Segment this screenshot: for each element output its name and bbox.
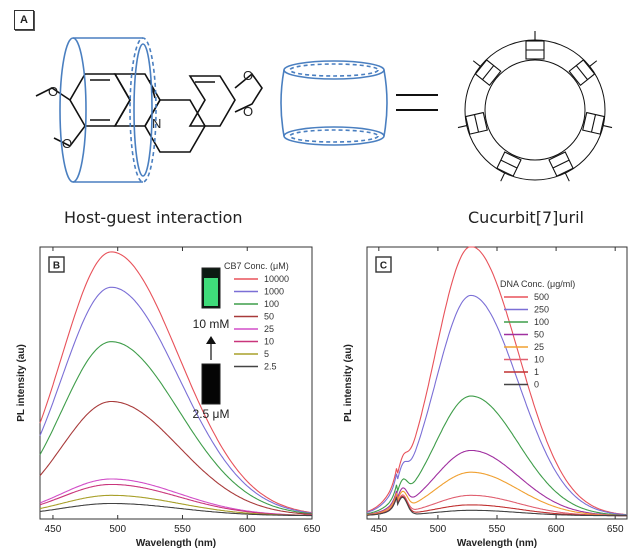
legend-entry: 10 bbox=[264, 337, 274, 347]
series-line-50 bbox=[39, 400, 313, 515]
panel-a-structures: O O N O O bbox=[35, 31, 613, 183]
series-line-100 bbox=[366, 395, 627, 516]
vial-glow bbox=[204, 278, 218, 306]
legend-entry: 50 bbox=[264, 312, 274, 322]
series-line-100 bbox=[39, 341, 313, 515]
series-line-25 bbox=[366, 471, 627, 517]
x-tick-label: 500 bbox=[430, 524, 447, 535]
glycoluril-unit bbox=[525, 31, 545, 60]
x-tick-label: 650 bbox=[607, 524, 624, 535]
glycoluril-unit bbox=[548, 151, 574, 182]
x-tick-label: 550 bbox=[489, 524, 506, 535]
series-line-0 bbox=[367, 496, 627, 517]
x-tick-label: 550 bbox=[174, 524, 191, 535]
legend-entry: 0 bbox=[534, 380, 539, 390]
y-axis-title: PL intensity (au) bbox=[16, 344, 27, 422]
y-axis-title: PL intensity (au) bbox=[343, 344, 354, 422]
guest-molecule bbox=[35, 72, 263, 153]
glycoluril-unit bbox=[582, 111, 613, 135]
barrel-icon bbox=[280, 60, 388, 146]
legend-entry: 1000 bbox=[264, 287, 284, 297]
guest-ring-4 bbox=[188, 75, 236, 127]
guest-o-atom-2: O bbox=[62, 136, 72, 151]
legend-title: CB7 Conc. (μM) bbox=[224, 261, 289, 271]
legend-entry: 250 bbox=[534, 305, 549, 315]
glycoluril-unit bbox=[472, 59, 502, 87]
guest-o-atom-1: O bbox=[48, 84, 58, 99]
legend-entry: 10 bbox=[534, 355, 544, 365]
equals-sign bbox=[396, 94, 438, 111]
glycoluril-unit bbox=[496, 151, 522, 182]
caption-cucurbituril: Cucurbit[7]uril bbox=[468, 208, 584, 227]
x-axis-title: Wavelength (nm) bbox=[136, 538, 216, 549]
series-line-50 bbox=[366, 449, 628, 517]
series-line-10 bbox=[367, 494, 627, 517]
inset-bottom-label: 2.5 μM bbox=[193, 407, 230, 421]
arrow-head bbox=[206, 336, 216, 344]
guest-dioxole bbox=[234, 72, 263, 113]
legend-entry: 5 bbox=[264, 349, 269, 359]
panel-label-a: A bbox=[14, 10, 34, 30]
legend-entry: 25 bbox=[264, 324, 274, 334]
glycoluril-unit bbox=[457, 111, 488, 135]
series-line-10 bbox=[39, 483, 313, 516]
legend-entry: 25 bbox=[534, 342, 544, 352]
series-line-5 bbox=[39, 494, 312, 517]
legend: CB7 Conc. (μM) 10000 1000 100 50 25 10 5 2.5 bbox=[224, 261, 289, 372]
svg-text:B: B bbox=[53, 261, 60, 272]
series-line-500 bbox=[366, 246, 628, 516]
legend-entry: 10000 bbox=[264, 274, 289, 284]
x-tick-label: 600 bbox=[548, 524, 565, 535]
guest-ring-3 bbox=[144, 99, 206, 153]
legend-title: DNA Conc. (μg/ml) bbox=[500, 279, 575, 289]
series-line-1000 bbox=[39, 286, 313, 514]
cucurbituril-structure bbox=[457, 31, 613, 182]
x-tick-label: 650 bbox=[304, 524, 321, 535]
vial-dark-icon bbox=[201, 363, 221, 405]
x-axis-title: Wavelength (nm) bbox=[457, 538, 537, 549]
series-line-10000 bbox=[39, 251, 313, 514]
legend-entry: 100 bbox=[534, 317, 549, 327]
x-tick-label: 500 bbox=[109, 524, 126, 535]
guest-o-atom-4: O bbox=[243, 104, 253, 119]
panel-label-c: C bbox=[375, 256, 392, 273]
plot-frame bbox=[39, 246, 313, 520]
legend-entry: 50 bbox=[534, 330, 544, 340]
legend-entry: 500 bbox=[534, 292, 549, 302]
x-tick-label: 600 bbox=[239, 524, 256, 535]
panel-label-a-text: A bbox=[20, 14, 28, 26]
x-tick-label: 450 bbox=[370, 524, 387, 535]
svg-text:C: C bbox=[380, 261, 387, 272]
x-tick-label: 450 bbox=[45, 524, 62, 535]
series-line-250 bbox=[366, 294, 628, 516]
guest-n-atom: N bbox=[152, 116, 161, 131]
legend-entry: 2.5 bbox=[264, 362, 277, 372]
host-cylinder-overlay bbox=[59, 37, 157, 183]
vial-inset: 10 mM 2.5 μM bbox=[193, 267, 230, 421]
series-line-2.5 bbox=[39, 502, 312, 517]
legend-entry: 100 bbox=[264, 299, 279, 309]
caption-host-guest: Host-guest interaction bbox=[64, 208, 243, 227]
glycoluril-unit bbox=[568, 59, 598, 87]
inset-top-label: 10 mM bbox=[193, 317, 230, 331]
panel-label-b: B bbox=[48, 256, 65, 273]
legend-entry: 1 bbox=[534, 367, 539, 377]
guest-o-atom-3: O bbox=[243, 68, 253, 83]
